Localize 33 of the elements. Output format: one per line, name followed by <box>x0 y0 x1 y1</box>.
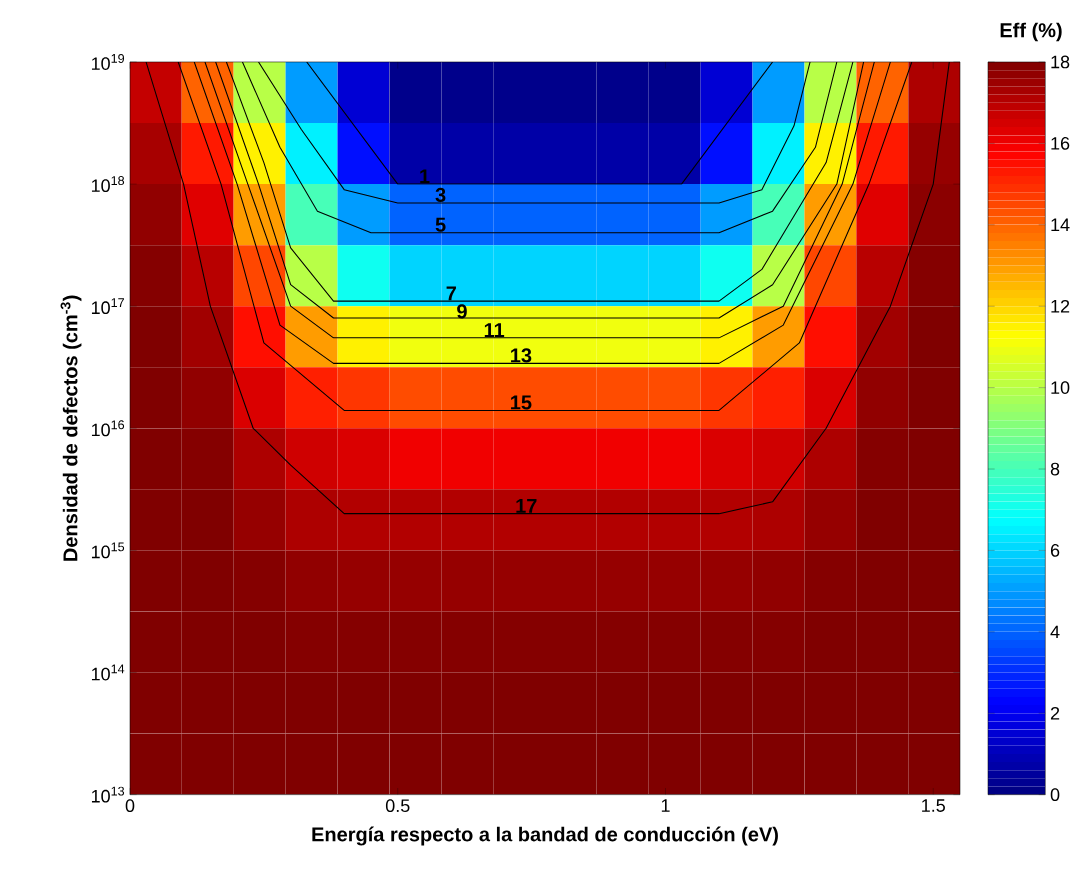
annotation: 9 <box>457 304 467 319</box>
annotation: 1 <box>420 169 430 184</box>
x-axis-title: Energía respecto a la bandad de conducción (eV) <box>312 826 778 846</box>
color-bar-label: 10 <box>1051 381 1070 394</box>
x-tick-label: 1.5 <box>922 799 945 812</box>
x-tick-label: 0 <box>125 799 135 813</box>
y-tick-label: 10$^{15}$ <box>91 542 125 559</box>
y-tick-label: 10$^{17}$ <box>91 298 124 315</box>
x-tick-label: 1 <box>661 799 670 812</box>
annotation: 15 <box>511 395 532 410</box>
color-bar-label: 4 <box>1050 625 1060 639</box>
y-axis-title: Densidad de defectos (cm$^{-3}$) <box>60 295 82 561</box>
color-bar-label: 6 <box>1050 544 1060 557</box>
color-bar-label: 14 <box>1051 218 1070 231</box>
y-tick-label: 10$^{16}$ <box>91 420 125 437</box>
y-tick-label: 10$^{13}$ <box>91 786 125 803</box>
color-bar-label: 16 <box>1051 137 1070 150</box>
annotation: 13 <box>511 348 532 363</box>
color-bar-label: 2 <box>1050 706 1060 720</box>
annotation: 3 <box>435 187 446 203</box>
y-tick-label: 10$^{19}$ <box>91 53 125 70</box>
annotation: 17 <box>516 498 537 513</box>
y-tick-label: 10$^{18}$ <box>91 176 125 193</box>
y-tick-label: 10$^{14}$ <box>91 664 125 681</box>
annotation: 7 <box>446 286 456 301</box>
color-bar-label: 8 <box>1050 462 1060 476</box>
color-bar-title: Eff (%) <box>1000 22 1062 42</box>
x-tick-label: 0.5 <box>385 799 410 813</box>
color-bar-label: 18 <box>1051 55 1070 69</box>
color-bar-label: 12 <box>1051 299 1070 313</box>
annotation: 11 <box>484 323 505 337</box>
annotation: 5 <box>435 217 446 232</box>
color-bar-label: 0 <box>1050 788 1060 802</box>
